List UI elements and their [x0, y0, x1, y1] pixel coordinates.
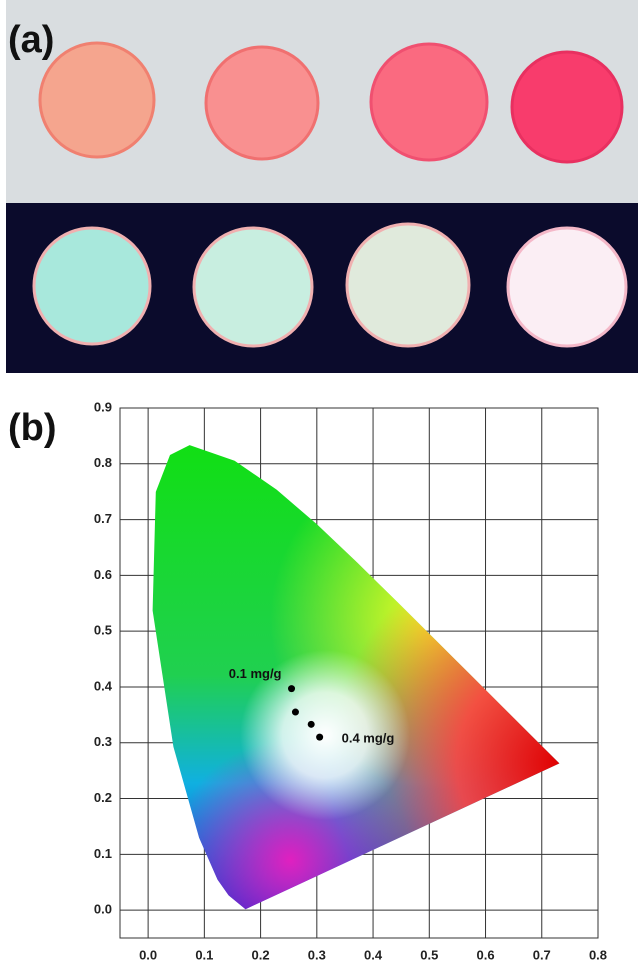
- y-tick-label: 0.3: [94, 734, 112, 749]
- x-tick-label: 0.8: [589, 947, 607, 962]
- y-tick-label: 0.6: [94, 567, 112, 582]
- data-point: [292, 709, 299, 716]
- data-point: [308, 721, 315, 728]
- page: {"panel_labels": ["(a)", "(b)"], "chart_…: [0, 0, 644, 966]
- y-tick-label: 0.5: [94, 623, 112, 638]
- y-tick-label: 0.7: [94, 511, 112, 526]
- x-tick-label: 0.2: [252, 947, 270, 962]
- y-tick-label: 0.4: [94, 678, 113, 693]
- panel-label: (a): [8, 19, 54, 61]
- x-tick-label: 0.1: [195, 947, 213, 962]
- x-tick-label: 0.0: [139, 947, 157, 962]
- x-tick-label: 0.6: [476, 947, 494, 962]
- y-tick-label: 0.2: [94, 790, 112, 805]
- annotation: 0.4 mg/g: [342, 731, 395, 746]
- figure: (a) (b) 0.1 mg/g 0.4 mg/g 0.0 0.1 0.2 0.3 0.4…: [0, 0, 644, 966]
- x-tick-label: 0.3: [308, 947, 326, 962]
- y-tick-label: 0.1: [94, 846, 112, 861]
- panel-label: (b): [8, 407, 57, 449]
- data-point: [316, 734, 323, 741]
- x-tick-label: 0.4: [364, 947, 383, 962]
- data-point: [288, 685, 295, 692]
- x-tick-label: 0.5: [420, 947, 438, 962]
- annotation: 0.1 mg/g: [229, 666, 282, 681]
- y-tick-label: 0.0: [94, 902, 112, 917]
- x-tick-label: 0.7: [533, 947, 551, 962]
- y-tick-label: 0.9: [94, 399, 112, 414]
- y-tick-label: 0.8: [94, 455, 112, 470]
